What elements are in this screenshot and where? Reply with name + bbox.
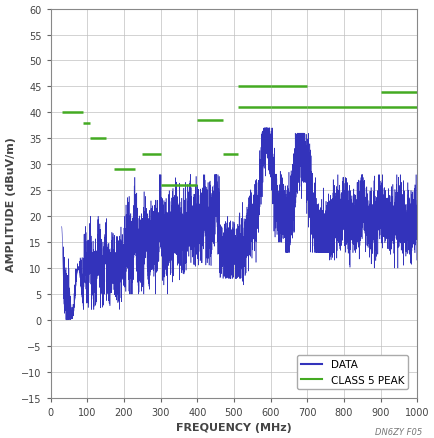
Y-axis label: AMPLITUDE (dBuV/m): AMPLITUDE (dBuV/m) (6, 137, 16, 271)
Legend: DATA, CLASS 5 PEAK: DATA, CLASS 5 PEAK (296, 355, 408, 389)
Text: DN6ZY F05: DN6ZY F05 (374, 427, 421, 436)
X-axis label: FREQUENCY (MHz): FREQUENCY (MHz) (176, 423, 291, 432)
